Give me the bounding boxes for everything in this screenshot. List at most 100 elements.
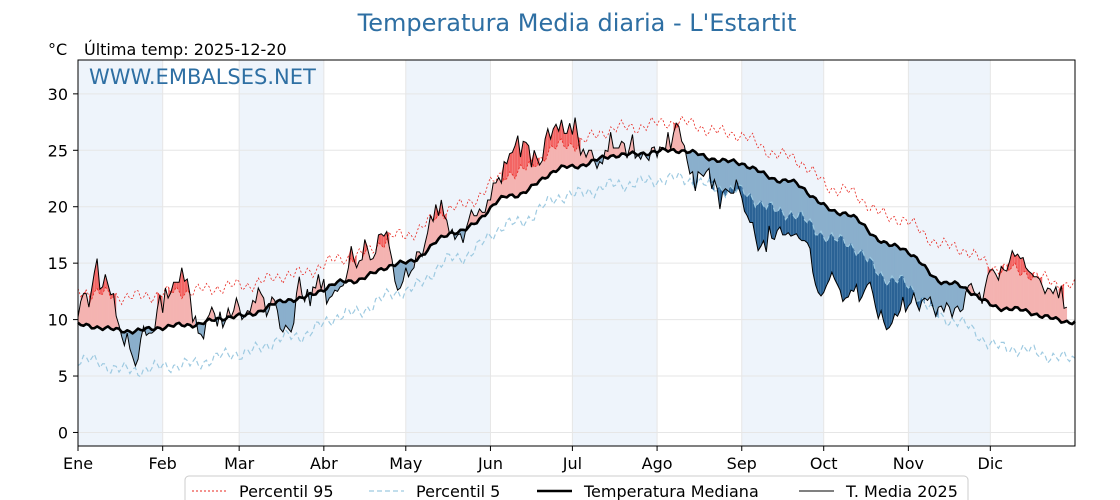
legend-box xyxy=(184,475,969,500)
legend-label-media2025: T. Media 2025 xyxy=(845,482,958,500)
fill-above-p95 xyxy=(523,141,526,170)
fill-above-median xyxy=(1047,287,1051,320)
fill-below-median xyxy=(700,153,704,177)
fill-below-p5 xyxy=(883,277,887,330)
fill-below-p5 xyxy=(853,248,857,292)
fill-below-p5 xyxy=(840,234,843,302)
y-tick-label-30: 30 xyxy=(48,85,68,104)
series-lines xyxy=(77,115,1076,378)
fill-above-p95 xyxy=(566,123,570,149)
fill-above-p95 xyxy=(520,141,524,169)
fill-above-p95 xyxy=(553,124,557,149)
fill-below-p5 xyxy=(763,206,767,252)
fill-above-median xyxy=(992,269,997,307)
fill-above-p95 xyxy=(181,267,185,299)
fill-above-median xyxy=(1003,269,1007,310)
fill-below-p5 xyxy=(801,211,805,241)
fill-below-p5 xyxy=(859,249,862,302)
series-line-media2025 xyxy=(77,117,1067,368)
x-axis: Ene Feb Mar Abr May Jun Jul Ago Sep Oct Nov Dic xyxy=(63,446,1003,473)
month-shade-Ene xyxy=(78,60,163,446)
fill-below-p5 xyxy=(894,280,898,317)
fill-above-p95 xyxy=(168,286,171,299)
fill-above-median xyxy=(492,182,497,206)
watermark: WWW.EMBALSES.NET xyxy=(89,65,316,89)
y-tick-label-5: 5 xyxy=(58,367,68,386)
fill-above-p95 xyxy=(1012,250,1015,267)
fill-above-p95 xyxy=(509,152,513,175)
fill-above-p95 xyxy=(575,117,578,152)
fill-above-p95 xyxy=(558,119,562,142)
series-line-median xyxy=(77,146,1076,335)
fill-below-p5 xyxy=(749,192,753,223)
fill-above-p95 xyxy=(381,233,384,248)
fill-below-p5 xyxy=(782,212,786,235)
fill-below-p5 xyxy=(777,207,780,231)
fill-above-p95 xyxy=(378,233,382,246)
fill-below-median xyxy=(689,149,693,175)
last-temp-label: Última temp: 2025-12-20 xyxy=(84,40,287,59)
fill-below-p5 xyxy=(796,212,800,239)
fill-below-p5 xyxy=(905,284,909,312)
fill-above-p95 xyxy=(561,119,565,147)
y-tick-label-20: 20 xyxy=(48,198,68,217)
fill-below-p5 xyxy=(867,257,871,285)
x-tick-label-Ago: Ago xyxy=(642,454,673,473)
fill-below-median xyxy=(288,299,292,333)
x-tick-label-Jun: Jun xyxy=(477,454,503,473)
fill-below-p5 xyxy=(878,272,882,319)
y-axis: 0 5 10 15 20 25 30 xyxy=(48,85,78,442)
fill-below-p5 xyxy=(758,199,761,251)
fill-below-p5 xyxy=(842,236,846,302)
x-tick-label-Dic: Dic xyxy=(978,454,1004,473)
x-tick-label-Sep: Sep xyxy=(727,454,757,473)
fill-below-p5 xyxy=(741,185,745,212)
fill-below-p5 xyxy=(804,219,808,243)
fill-below-p5 xyxy=(760,199,764,247)
fill-above-p95 xyxy=(173,282,177,293)
fill-above-p95 xyxy=(1009,250,1013,271)
fill-below-p5 xyxy=(897,275,901,317)
chart-title: Temperatura Media diaria - L'Estartit xyxy=(357,9,797,37)
fill-below-median xyxy=(938,280,942,308)
fill-above-p95 xyxy=(179,267,182,299)
fill-below-p5 xyxy=(861,249,865,298)
fill-below-p5 xyxy=(752,199,756,238)
legend-label-median: Temperatura Mediana xyxy=(583,482,759,500)
fill-below-p5 xyxy=(900,275,903,311)
fill-below-median xyxy=(285,298,289,330)
fill-above-p95 xyxy=(572,117,576,152)
month-shade-Jul xyxy=(572,60,658,446)
y-tick-label-15: 15 xyxy=(48,254,68,273)
fill-below-p5 xyxy=(831,232,835,279)
fill-below-p5 xyxy=(891,276,895,323)
fill-above-p95 xyxy=(515,135,518,179)
fill-below-median xyxy=(954,281,958,309)
fill-above-median xyxy=(83,293,87,327)
fill-below-median xyxy=(960,286,964,313)
y-tick-label-0: 0 xyxy=(58,423,68,442)
fill-above-median xyxy=(990,269,994,307)
x-tick-label-Abr: Abr xyxy=(310,454,338,473)
fill-below-p5 xyxy=(837,234,841,291)
legend-label-p5: Percentil 5 xyxy=(416,482,500,500)
fill-below-p5 xyxy=(785,216,789,235)
y-tick-label-25: 25 xyxy=(48,141,68,160)
fill-below-p5 xyxy=(820,231,824,296)
fill-below-p5 xyxy=(845,246,849,299)
plot-area: WWW.EMBALSES.NET xyxy=(77,59,1076,447)
fill-above-p95 xyxy=(504,161,507,181)
x-tick-label-Mar: Mar xyxy=(224,454,255,473)
fill-above-p95 xyxy=(550,128,554,148)
fill-below-p5 xyxy=(769,202,772,239)
x-tick-label-Oct: Oct xyxy=(810,454,838,473)
fill-below-p5 xyxy=(766,202,770,252)
series-line-p95 xyxy=(77,115,1076,306)
fill-below-p5 xyxy=(851,242,854,292)
month-shade-Mar xyxy=(239,60,324,446)
fill-below-p5 xyxy=(848,242,852,298)
fill-above-p95 xyxy=(569,123,573,145)
fill-below-p5 xyxy=(744,195,748,216)
unit-label: °C xyxy=(48,40,67,59)
